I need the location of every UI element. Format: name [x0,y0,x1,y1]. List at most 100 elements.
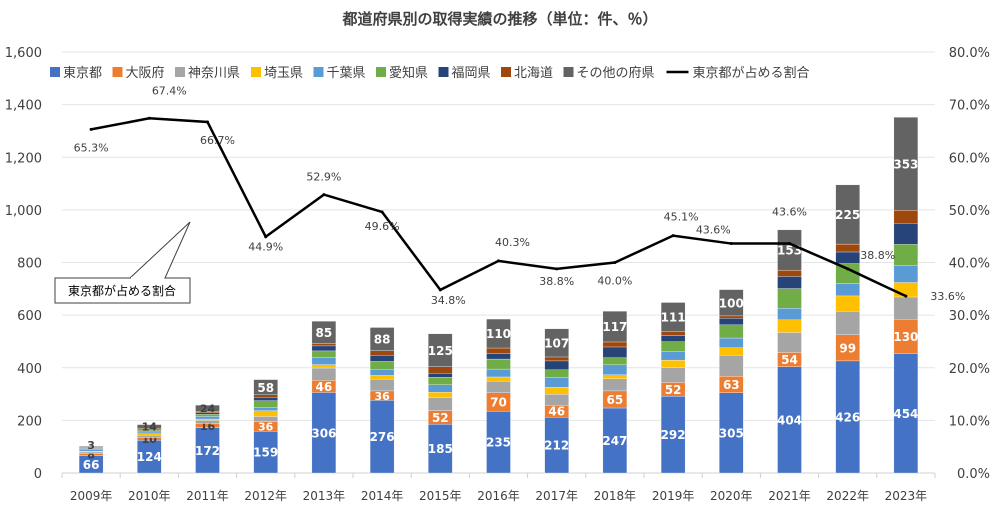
bar-segment [486,368,511,378]
bar-segment [428,333,453,367]
bar-segment [369,379,395,392]
bar-segment [428,392,453,398]
bar-segment [253,407,278,411]
ratio-point [671,234,675,238]
bar-segment [253,400,278,408]
bars: 6683124101417216241593658306468527636881… [78,117,919,474]
ratio-point [147,116,151,120]
y-tick-label: 800 [17,257,42,272]
x-tick-label: 2020年 [710,489,753,503]
ratio-data-label: 65.3% [74,141,109,154]
y2-tick-label: 70.0% [949,99,990,114]
bar-segment [777,319,802,333]
ratio-data-label: 34.8% [431,294,466,307]
legend-label: 埼玉県 [264,66,303,81]
bar-data-label: 172 [195,444,220,458]
bar-segment [369,400,395,474]
ratio-data-label: 38.8% [539,275,574,288]
bar-segment [311,367,337,381]
bar-segment [893,296,919,320]
bar-data-label: 85 [316,326,333,340]
y2-tick-label: 40.0% [949,257,990,272]
bar-segment [602,378,628,392]
bar-segment [369,355,395,362]
ratio-point [438,288,442,292]
ratio-point [555,267,559,271]
bar-data-label: 426 [835,411,860,425]
bar-data-label: 46 [548,405,565,419]
bar-segment [602,341,628,348]
legend: 東京都 大阪府 神奈川県 埼玉県 千葉県 愛知県 福岡県 北海道 その他の府県 東京都が占める割合 [50,65,810,81]
ratio-data-label: 33.6% [930,290,965,303]
bar-segment [893,223,919,245]
legend-swatch [563,67,574,77]
annotation-callout: 東京都が占める割合 [54,221,191,304]
bar-segment [719,318,744,326]
bar-segment [195,418,220,421]
ratio-data-label: 38.8% [860,249,895,262]
bar-data-label: 117 [602,320,627,334]
bar-segment [311,321,337,344]
bar-segment [893,209,919,224]
bar-segment [369,375,395,380]
bar-segment [486,411,511,474]
legend-label: 神奈川県 [188,66,240,81]
bar-segment [486,381,511,393]
legend-label: 福岡県 [452,66,491,81]
bar-segment [835,334,860,362]
bar-segment [486,353,511,360]
x-tick-label: 2021年 [768,489,811,503]
bar-data-label: 88 [374,333,391,347]
legend-swatch [175,67,185,77]
legend-swatch [313,67,324,77]
y-tick-label: 600 [17,309,42,324]
y-tick-label: 1,000 [5,204,42,219]
annotation-text: 東京都が占める割合 [68,283,176,298]
bar-segment [428,366,453,374]
y2-tick-label: 80.0% [949,46,990,61]
bar-segment [777,308,802,321]
y-tick-label: 1,600 [5,46,42,61]
bar-segment [428,397,453,411]
bar-data-label: 353 [893,157,918,171]
bar-data-label: 52 [432,411,449,425]
bar-data-label: 212 [544,439,569,453]
x-tick-label: 2016年 [477,489,520,503]
y2-tick-label: 20.0% [949,362,990,377]
bar-segment [311,364,337,369]
bar-segment [253,397,278,401]
bar-data-label: 454 [893,407,918,421]
bar-data-label: 159 [253,446,278,460]
bar-data-label: 125 [428,344,453,358]
x-tick-label: 2015年 [419,489,462,503]
bar-segment [835,184,860,245]
bar-segment [602,364,628,376]
x-tick-label: 2012年 [244,489,287,503]
bar-data-label: 225 [835,208,860,222]
x-tick-label: 2019年 [652,489,695,503]
bar-segment [311,343,337,347]
legend-label: 愛知県 [389,65,428,81]
x-tick-label: 2010年 [128,489,171,503]
bar-segment [835,295,860,312]
legend-label: 東京都 [63,65,102,81]
bar-segment [660,335,686,342]
ratio-point [846,267,850,271]
y-tick-label: 400 [17,362,42,377]
bar-segment [602,357,628,366]
bar-segment [137,424,162,429]
x-tick-label: 2013年 [303,489,346,503]
bar-segment [660,351,686,361]
bar-segment [893,319,919,354]
bar-segment [719,347,744,356]
bar-segment [544,387,569,395]
bar-data-label: 65 [607,393,624,407]
bar-segment [660,341,686,352]
x-tick-label: 2014年 [361,489,404,503]
x-tick-label: 2009年 [70,489,113,503]
legend-label: 大阪府 [126,66,165,81]
bar-segment [428,384,453,393]
bar-data-label: 185 [428,442,453,456]
bar-segment [719,337,744,348]
